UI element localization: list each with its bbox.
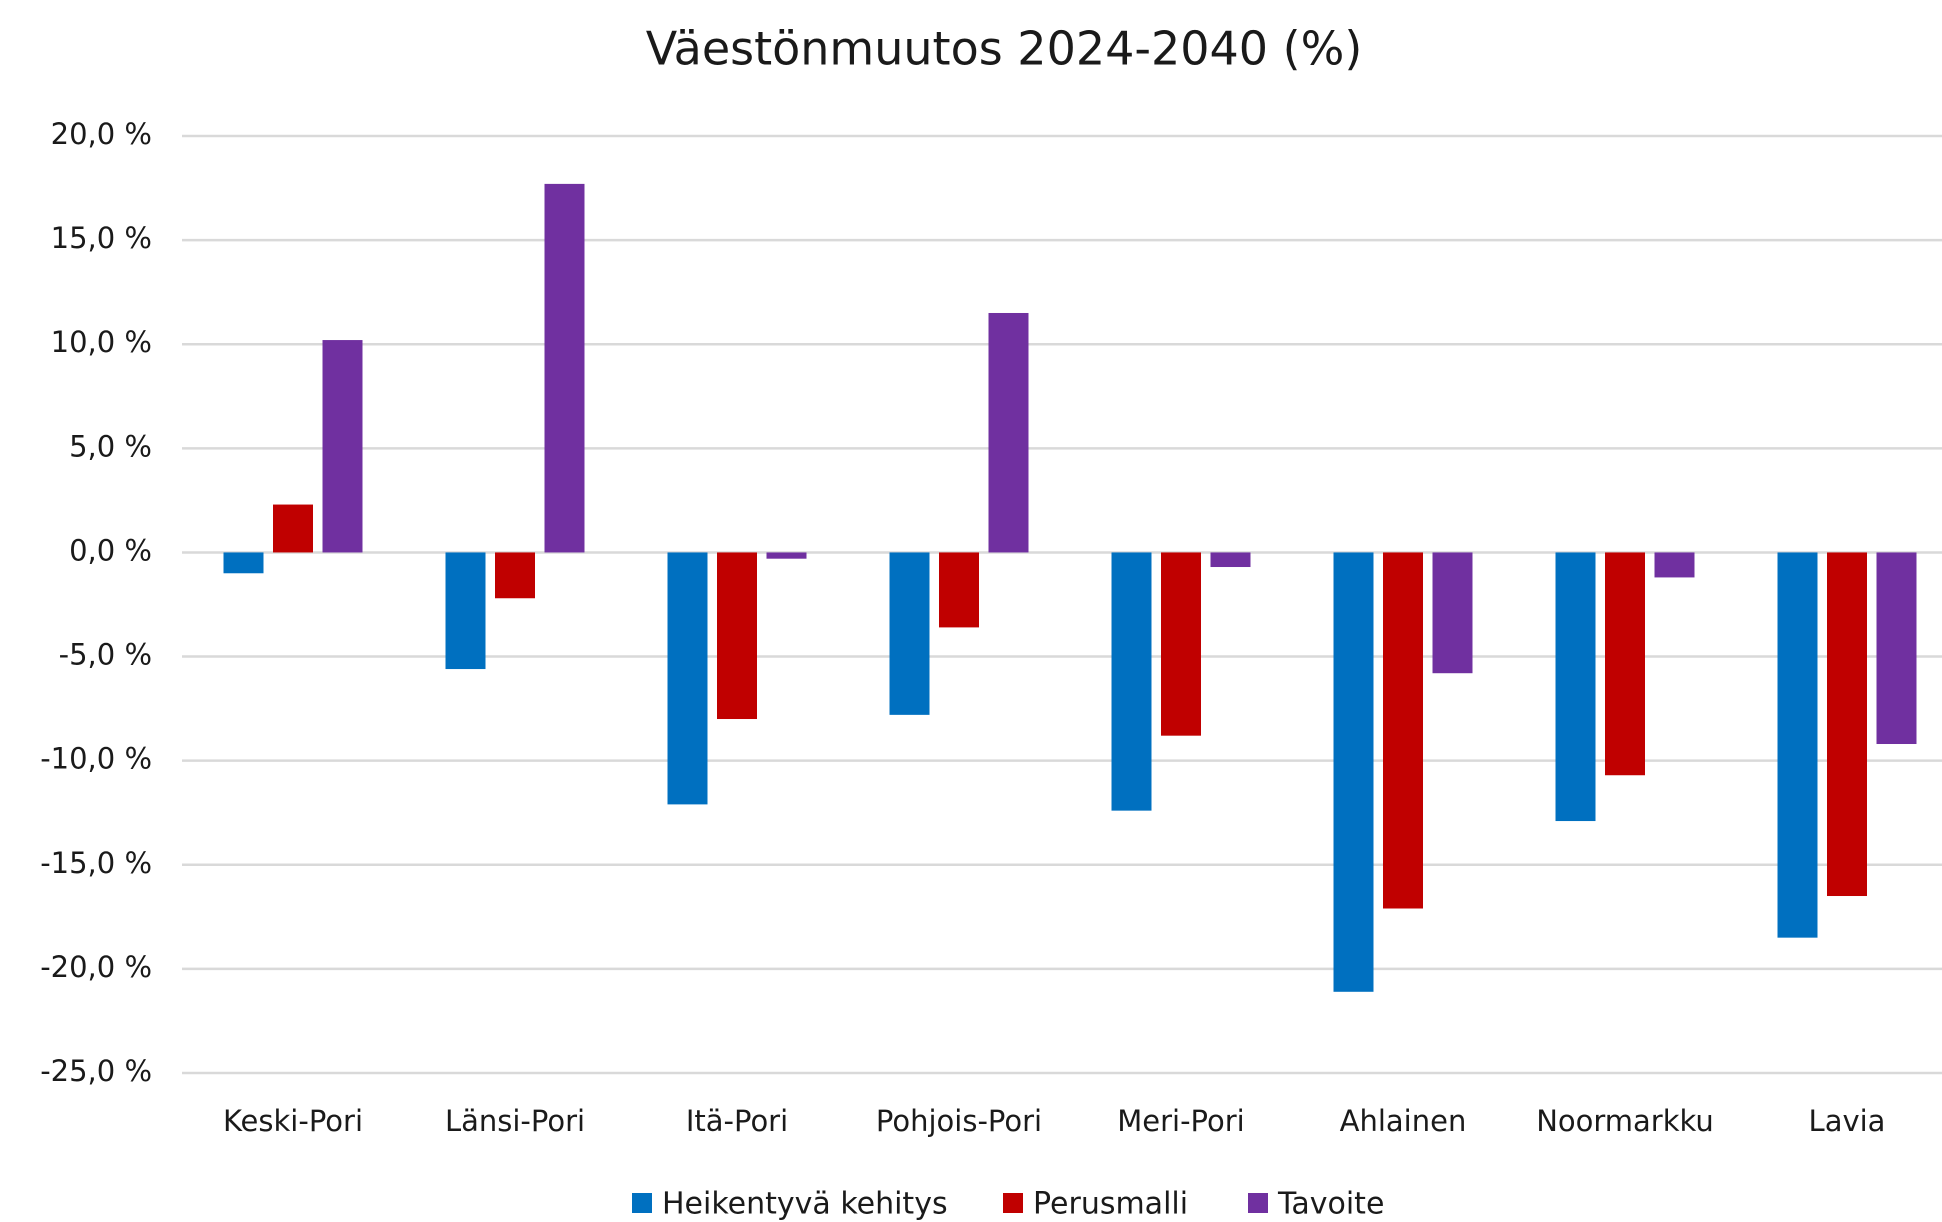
- bar: [322, 340, 363, 553]
- x-tick-label: Itä-Pori: [686, 1104, 788, 1138]
- bar: [1333, 552, 1374, 992]
- bar: [1111, 552, 1152, 811]
- bar: [988, 312, 1029, 553]
- legend-swatch: [1003, 1193, 1023, 1213]
- bar: [889, 552, 930, 715]
- bar: [1555, 552, 1596, 822]
- x-tick-label: Lavia: [1809, 1104, 1886, 1138]
- y-tick-label: 5,0 %: [69, 429, 152, 463]
- x-tick-label: Länsi-Pori: [445, 1104, 585, 1138]
- bar: [1605, 552, 1645, 776]
- y-tick-label: 10,0 %: [51, 325, 152, 359]
- bar: [544, 183, 585, 553]
- bar: [1654, 552, 1695, 578]
- legend-label: Perusmalli: [1033, 1187, 1188, 1222]
- y-tick-label: -15,0 %: [40, 846, 152, 880]
- x-tick-label: Keski-Pori: [223, 1104, 363, 1138]
- legend-swatch: [1248, 1193, 1268, 1213]
- y-tick-label: -10,0 %: [40, 742, 152, 776]
- y-tick-label: 20,0 %: [51, 117, 152, 151]
- y-tick-label: 0,0 %: [69, 533, 152, 567]
- y-tick-label: -5,0 %: [59, 638, 152, 672]
- legend-label: Heikentyvä kehitys: [662, 1187, 948, 1222]
- bar: [939, 552, 979, 628]
- bar: [495, 552, 535, 599]
- x-tick-label: Noormarkku: [1536, 1104, 1714, 1138]
- bar: [1383, 552, 1423, 909]
- bar: [717, 552, 757, 720]
- bar: [1827, 552, 1867, 897]
- bar: [667, 552, 708, 805]
- bar: [1777, 552, 1818, 938]
- y-tick-label: -25,0 %: [40, 1054, 152, 1088]
- x-tick-label: Ahlainen: [1340, 1104, 1467, 1138]
- bar: [1876, 552, 1917, 745]
- chart-title: Väestönmuutos 2024-2040 (%): [646, 22, 1363, 76]
- bar: [223, 552, 264, 574]
- bar: [1210, 552, 1251, 568]
- legend-label: Tavoite: [1277, 1187, 1384, 1222]
- bar: [273, 504, 313, 553]
- bar: [766, 552, 807, 559]
- y-tick-label: -20,0 %: [40, 950, 152, 984]
- y-tick-label: 15,0 %: [51, 221, 152, 255]
- bar: [1432, 552, 1473, 674]
- x-tick-label: Pohjois-Pori: [876, 1104, 1042, 1138]
- bar: [445, 552, 486, 670]
- x-tick-label: Meri-Pori: [1117, 1104, 1244, 1138]
- bar: [1161, 552, 1201, 736]
- legend-swatch: [632, 1193, 652, 1213]
